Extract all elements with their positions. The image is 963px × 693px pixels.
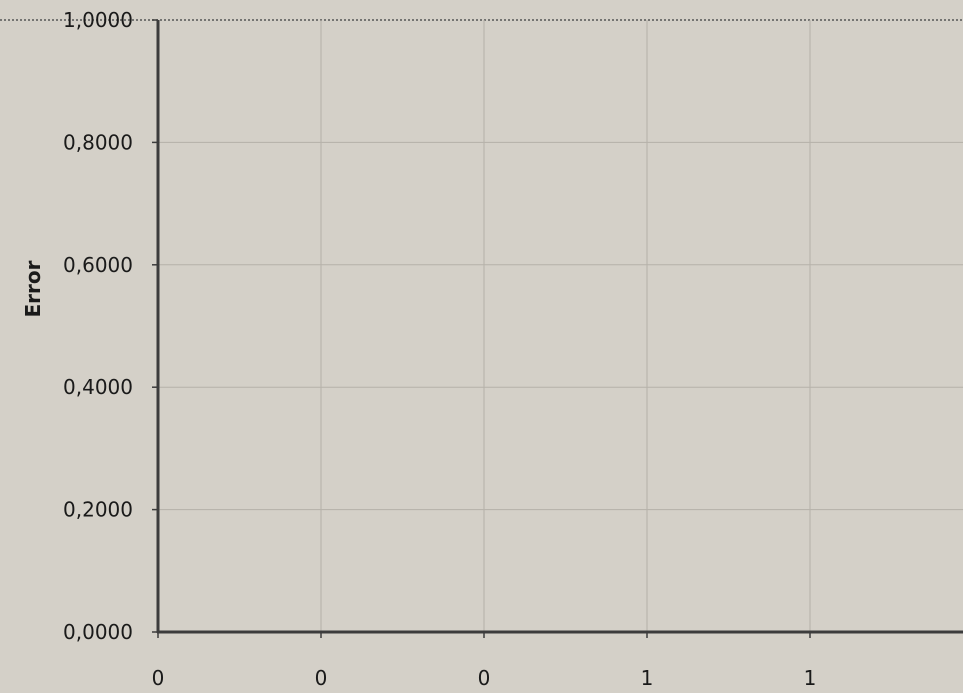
x-tick-label: 0 bbox=[478, 666, 491, 688]
y-tick-label: 0,0000 bbox=[63, 620, 133, 644]
y-tick-label: 0,2000 bbox=[63, 498, 133, 522]
grid-layer bbox=[0, 19, 963, 632]
x-tick-label: 1 bbox=[641, 666, 654, 688]
y-tick-label: 0,8000 bbox=[63, 130, 133, 154]
x-tick-label: 0 bbox=[315, 666, 328, 688]
tick-layer: 0,0000 0,2000 0,4000 0,6000 0,8000 1,0000 0 0 0 1… bbox=[63, 8, 817, 690]
y-tick-label: 0,4000 bbox=[63, 375, 133, 399]
x-tick-label: 0 bbox=[152, 666, 165, 688]
y-axis-title: Error bbox=[21, 260, 45, 317]
y-tick-label: 0,6000 bbox=[63, 253, 133, 277]
x-tick-label: 1 bbox=[804, 666, 817, 688]
axis-layer bbox=[156, 20, 963, 634]
y-tick-label: 1,0000 bbox=[63, 8, 133, 32]
